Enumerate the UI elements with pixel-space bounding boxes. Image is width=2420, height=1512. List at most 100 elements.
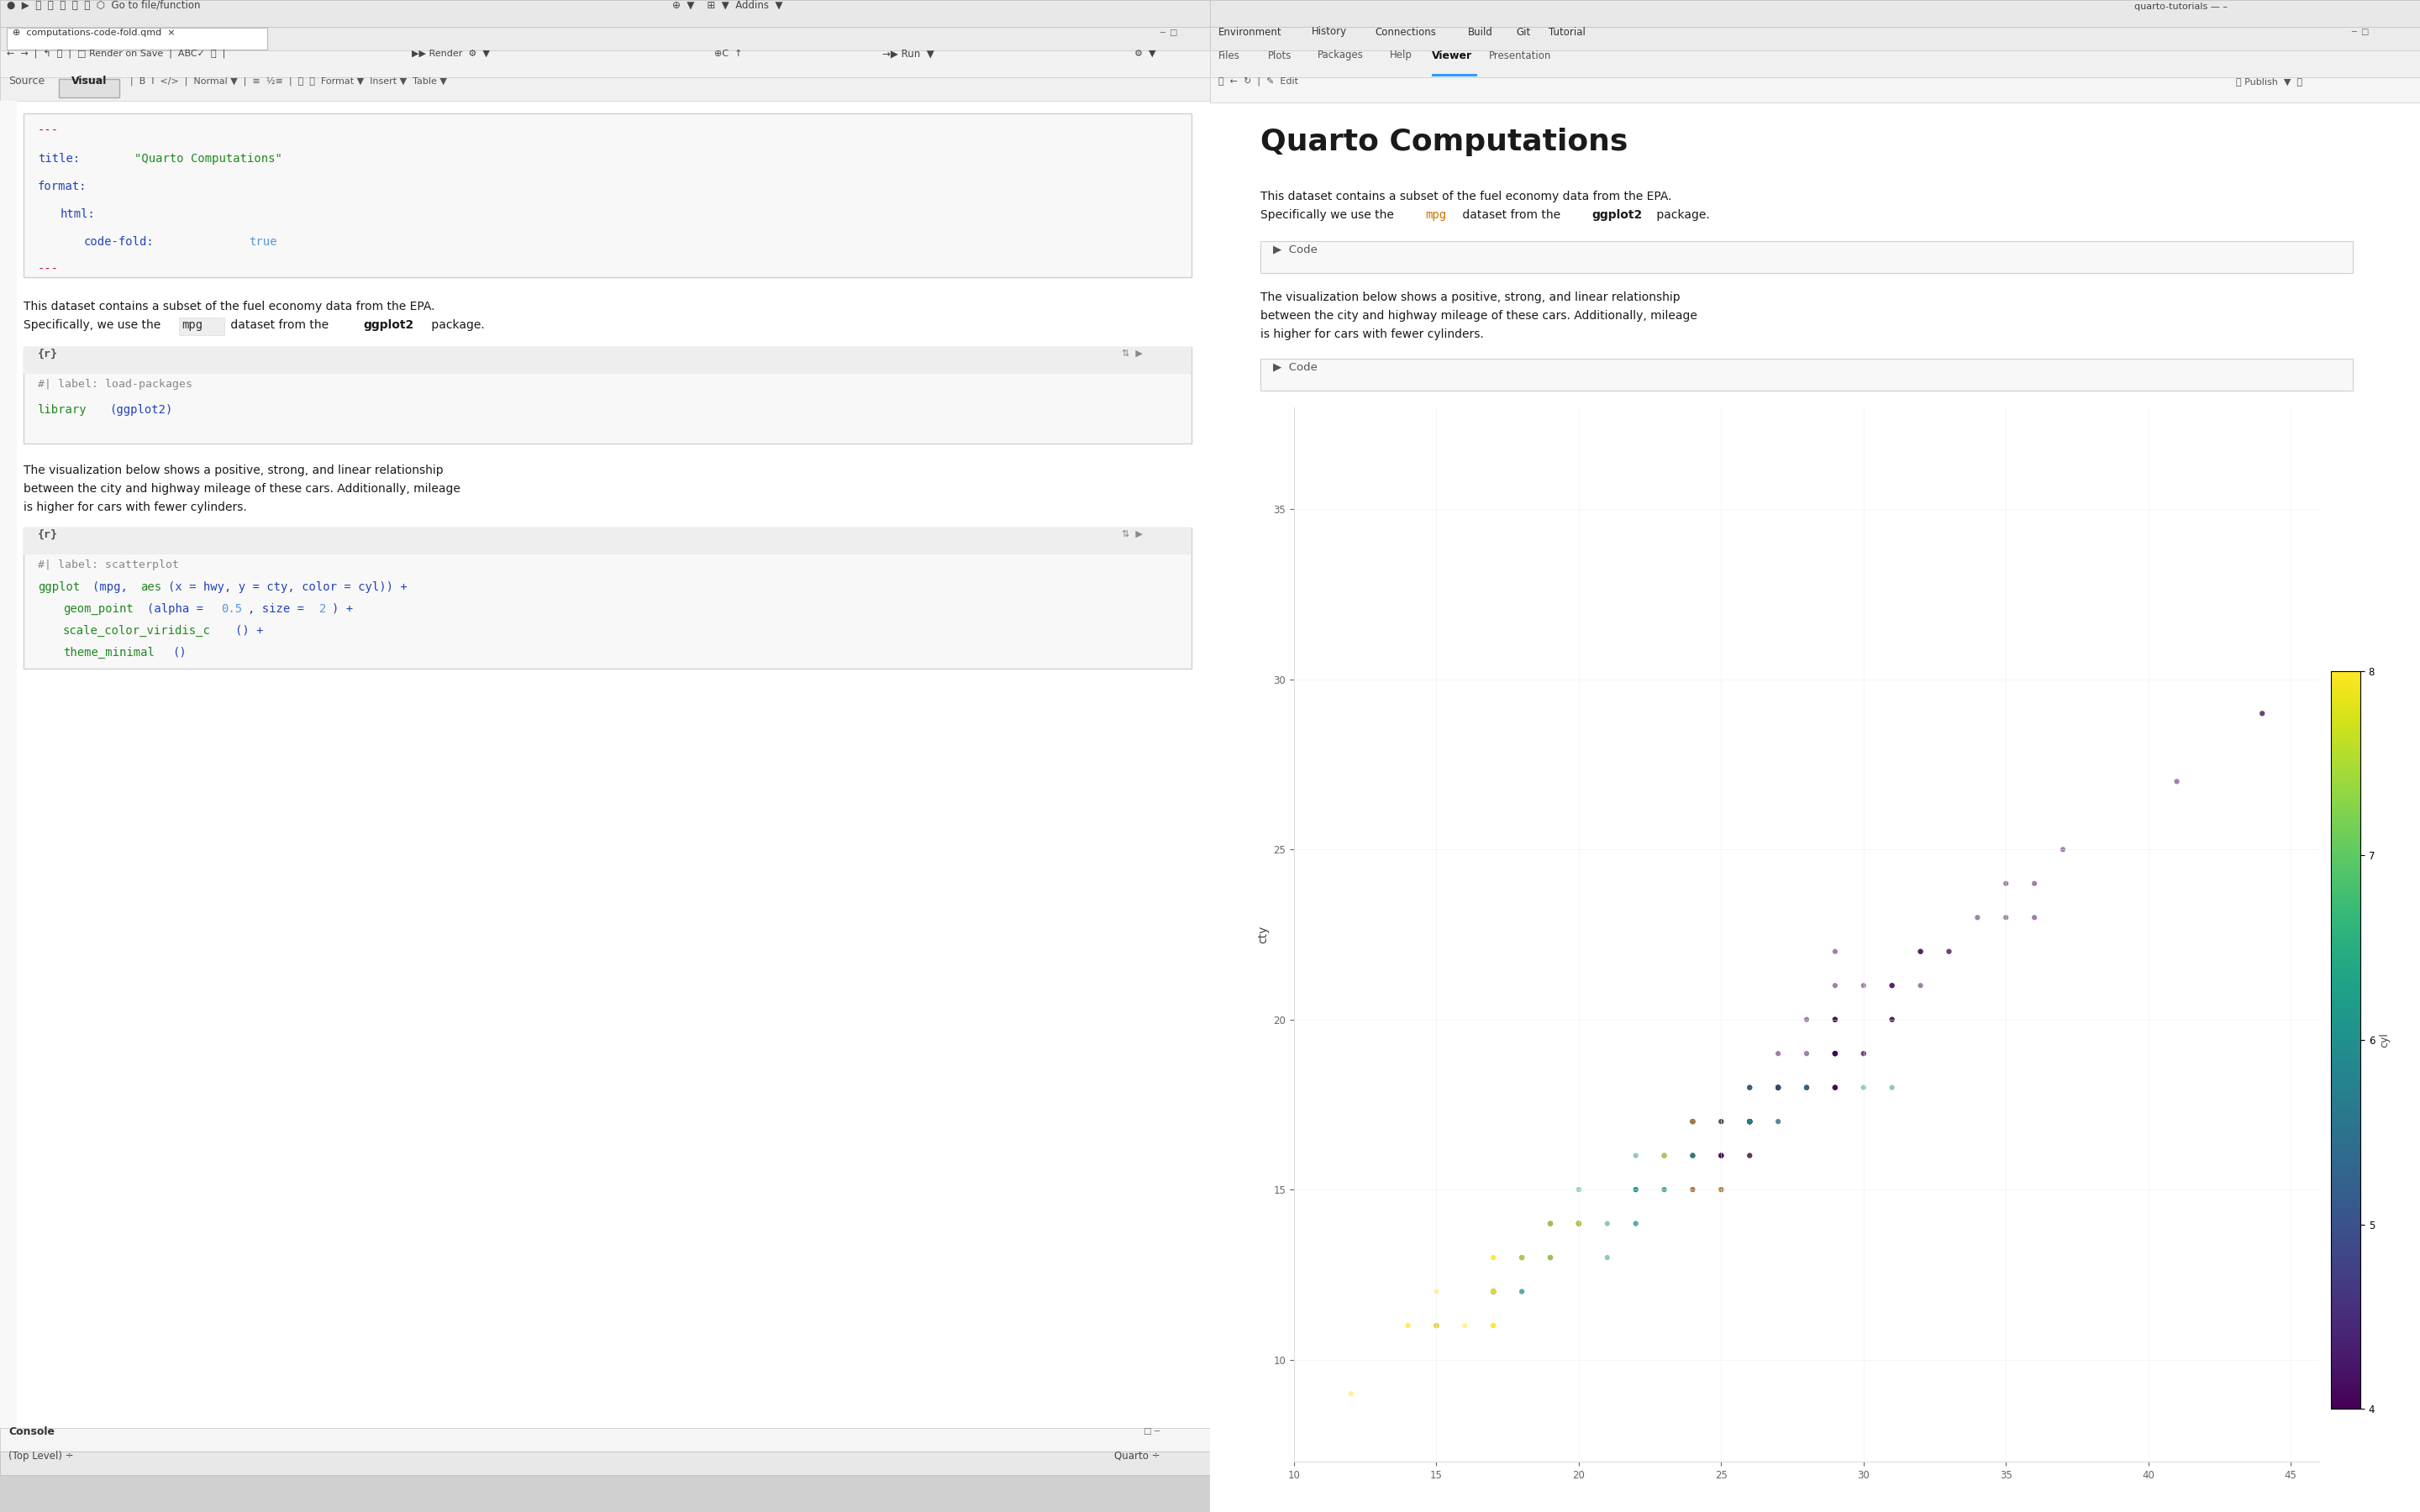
Bar — [1210, 0, 2420, 27]
Point — [1788, 1075, 1827, 1099]
Bar — [0, 1427, 1210, 1452]
Bar — [1210, 77, 2420, 103]
Point — [1474, 1279, 1512, 1303]
Point — [1730, 1110, 1769, 1134]
Point — [1617, 1211, 1655, 1235]
Point — [1418, 1314, 1457, 1338]
Point — [1759, 1075, 1798, 1099]
Point — [1532, 1246, 1571, 1270]
Point — [1389, 1314, 1428, 1338]
Text: ggplot2: ggplot2 — [1592, 209, 1643, 221]
Bar — [24, 113, 1191, 277]
Point — [1503, 1246, 1542, 1270]
Bar — [1210, 27, 2420, 50]
Point — [1730, 1110, 1769, 1134]
Point — [1558, 1211, 1597, 1235]
Point — [1701, 1178, 1740, 1202]
Point — [1844, 974, 1883, 998]
Text: 2: 2 — [319, 603, 327, 615]
Text: #| label: scatterplot: #| label: scatterplot — [39, 559, 179, 570]
Point — [1532, 1211, 1571, 1235]
Text: |  B  I  </>  |  Normal ▼  |  ≡  ½≡  |  🔗  🖼  Format ▼  Insert ▼  Table ▼: | B I </> | Normal ▼ | ≡ ½≡ | 🔗 🖼 Format… — [131, 77, 448, 86]
Point — [1873, 974, 1912, 998]
Text: The visualization below shows a positive, strong, and linear relationship: The visualization below shows a positive… — [24, 464, 443, 476]
Point — [1503, 1246, 1542, 1270]
Text: History: History — [1312, 26, 1348, 38]
Point — [1558, 1211, 1597, 1235]
Text: Packages: Packages — [1316, 50, 1362, 60]
Point — [1987, 871, 2026, 895]
Point — [2016, 871, 2055, 895]
Point — [2156, 770, 2195, 794]
Point — [1474, 1279, 1512, 1303]
Bar — [7, 27, 266, 50]
Point — [1445, 1314, 1483, 1338]
Point — [1730, 1143, 1769, 1167]
Text: Source: Source — [7, 76, 44, 86]
Point — [1617, 1178, 1655, 1202]
Point — [1759, 1110, 1798, 1134]
Text: #| label: load-packages: #| label: load-packages — [39, 380, 194, 390]
Point — [1815, 1042, 1854, 1066]
Point — [1730, 1143, 1769, 1167]
Point — [1418, 1314, 1457, 1338]
Point — [1730, 1110, 1769, 1134]
Point — [1672, 1110, 1711, 1134]
Point — [1759, 1075, 1798, 1099]
Text: theme_minimal: theme_minimal — [63, 647, 155, 659]
Point — [1558, 1211, 1597, 1235]
Point — [1701, 1110, 1740, 1134]
Point — [2016, 906, 2055, 930]
Point — [1902, 939, 1941, 963]
Text: 🚫  ←  ↻  |  ✎  Edit: 🚫 ← ↻ | ✎ Edit — [1217, 77, 1297, 86]
Point — [1558, 1211, 1597, 1235]
Point — [1815, 1007, 1854, 1031]
Point — [1815, 1042, 1854, 1066]
Point — [1672, 1110, 1711, 1134]
Point — [1418, 1279, 1457, 1303]
Bar — [24, 528, 1191, 555]
Text: Connections: Connections — [1375, 26, 1435, 38]
Text: ⚙  ▼: ⚙ ▼ — [1135, 50, 1157, 57]
Text: Quarto Computations: Quarto Computations — [1261, 127, 1629, 156]
Point — [1929, 939, 1967, 963]
Point — [1558, 1211, 1597, 1235]
Text: format:: format: — [39, 180, 87, 192]
Point — [1701, 1143, 1740, 1167]
Point — [1617, 1143, 1655, 1167]
Point — [1588, 1211, 1626, 1235]
Text: quarto-tutorials — –: quarto-tutorials — – — [2134, 3, 2226, 11]
Point — [1617, 1178, 1655, 1202]
Point — [1873, 1007, 1912, 1031]
Text: () +: () + — [235, 624, 264, 637]
Point — [1730, 1110, 1769, 1134]
Point — [1617, 1211, 1655, 1235]
Point — [1474, 1279, 1512, 1303]
Point — [1929, 939, 1967, 963]
Point — [1474, 1279, 1512, 1303]
Text: ---: --- — [39, 263, 58, 275]
Text: Viewer: Viewer — [1433, 50, 1471, 60]
Point — [1873, 974, 1912, 998]
Point — [1730, 1110, 1769, 1134]
Text: ⊕C  ↑: ⊕C ↑ — [714, 50, 743, 57]
Point — [1701, 1110, 1740, 1134]
Bar — [0, 27, 1210, 50]
Point — [1672, 1110, 1711, 1134]
Point — [1701, 1143, 1740, 1167]
Bar — [0, 50, 1210, 77]
Point — [1815, 1042, 1854, 1066]
Point — [1701, 1143, 1740, 1167]
Text: geom_point: geom_point — [63, 603, 133, 615]
Bar — [0, 101, 1210, 1427]
Text: ●  ▶  🔓  📂  💾  💾  🖨  ⬡  Go to file/function: ● ▶ 🔓 📂 💾 💾 🖨 ⬡ Go to file/function — [7, 0, 201, 11]
Point — [1902, 974, 1941, 998]
Text: This dataset contains a subset of the fuel economy data from the EPA.: This dataset contains a subset of the fu… — [1261, 191, 1672, 203]
Text: true: true — [249, 236, 276, 248]
Text: mpg: mpg — [182, 319, 203, 331]
Point — [1844, 1075, 1883, 1099]
Point — [1532, 1211, 1571, 1235]
Point — [1730, 1110, 1769, 1134]
Point — [1815, 1075, 1854, 1099]
Point — [1788, 1075, 1827, 1099]
